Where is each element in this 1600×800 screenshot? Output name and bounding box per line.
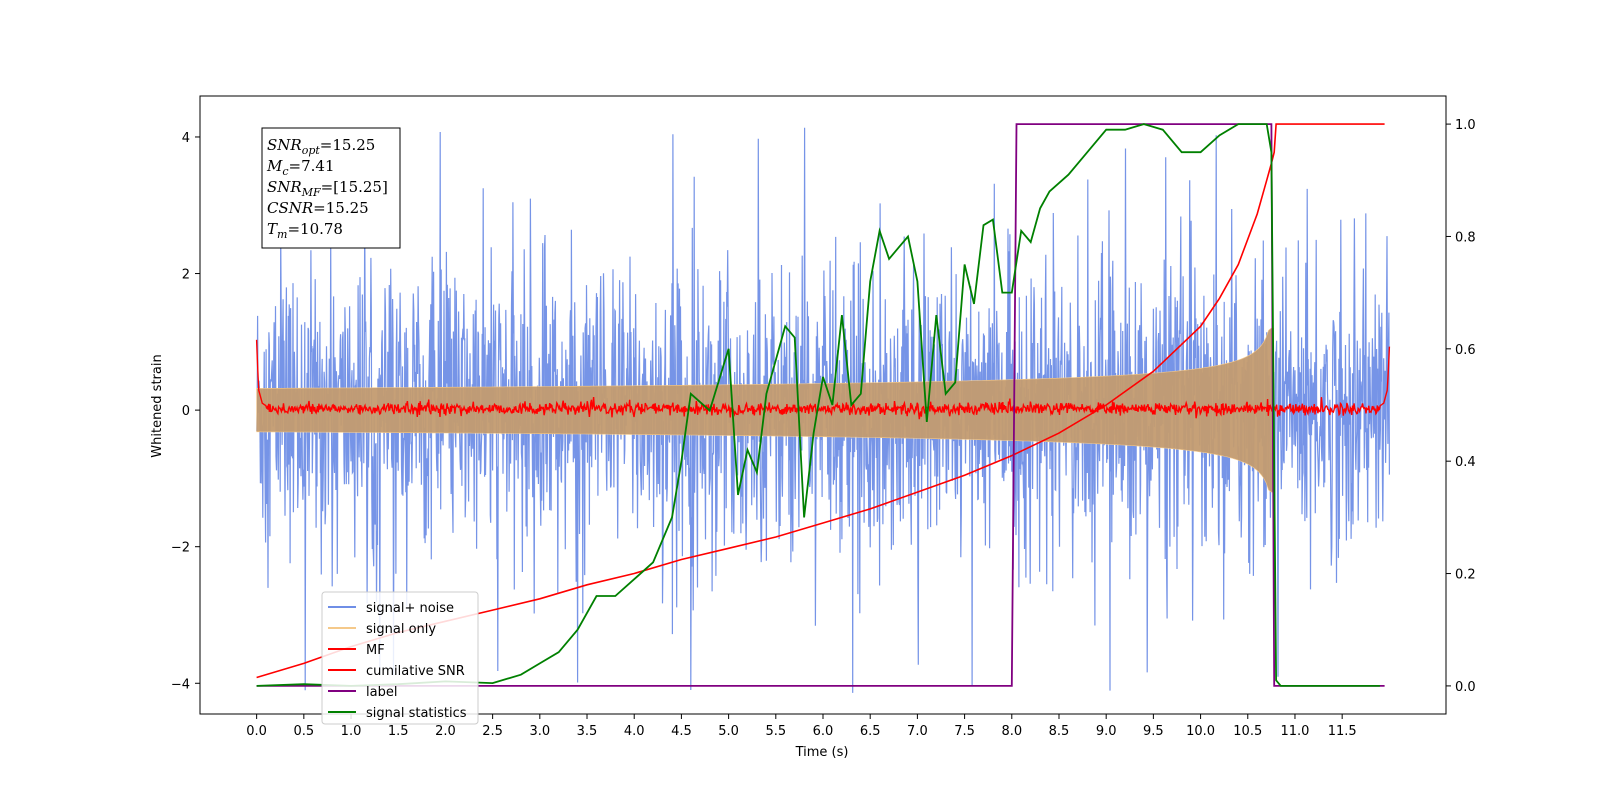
legend-label: signal only: [366, 622, 436, 637]
annotation-symbol: M: [266, 157, 283, 175]
x-tick-label: 2.5: [482, 724, 503, 739]
x-tick-label: 7.0: [907, 724, 928, 739]
legend-label: MF: [366, 643, 385, 658]
x-tick-label: 5.0: [718, 724, 739, 739]
annotation-line: SNRopt=15.25: [267, 136, 375, 157]
annotation-subscript: m: [277, 228, 287, 241]
annotation-subscript: c: [282, 165, 288, 178]
annotation-value: =7.41: [289, 157, 335, 175]
annotation-line: SNRMF=[15.25]: [267, 178, 388, 199]
x-tick-label: 1.0: [341, 724, 362, 739]
annotation-symbol: CSNR: [267, 199, 313, 217]
x-tick-label: 8.5: [1049, 724, 1070, 739]
y-tick-label: 0: [182, 404, 190, 419]
y2-tick-label: 1.0: [1455, 118, 1476, 133]
annotation-symbol: T: [267, 220, 278, 238]
annotation-line: CSNR=15.25: [267, 199, 369, 217]
annotation-value: =10.78: [287, 220, 343, 238]
y-axis-label: Whitened strain: [150, 354, 165, 457]
signal-statistics-line: [256, 123, 1380, 687]
y2-tick-label: 0.2: [1455, 568, 1476, 583]
annotation-subscript: MF: [301, 186, 321, 199]
x-tick-label: 0.5: [293, 724, 314, 739]
y2-tick-label: 0.8: [1455, 230, 1476, 245]
y-tick-label: 4: [182, 131, 190, 146]
y-tick-label: −2: [171, 541, 190, 556]
y-tick-label: −4: [171, 677, 190, 692]
x-tick-label: 8.0: [1001, 724, 1022, 739]
x-tick-label: 5.5: [765, 724, 786, 739]
legend-label: signal statistics: [366, 706, 467, 721]
legend-label: label: [366, 685, 397, 700]
x-tick-label: 0.0: [246, 724, 267, 739]
y2-tick-label: 0.6: [1455, 343, 1476, 358]
y-tick-label: 2: [182, 268, 190, 283]
y-axis-right: 0.0 0.2 0.4 0.6 0.8 1.0: [1446, 118, 1476, 695]
y2-tick-label: 0.4: [1455, 455, 1476, 470]
x-tick-label: 10.5: [1233, 724, 1262, 739]
annotation-line: Tm=10.78: [267, 220, 343, 241]
x-tick-label: 7.5: [954, 724, 975, 739]
x-axis: 0.0 0.5 1.0 1.5 2.0 2.5 3.0 3.5 4.0 4.5 5.0 5.5 6.0 6…: [246, 714, 1357, 739]
y-axis-left: −4 −2 0 2 4: [171, 131, 200, 692]
annotation-symbol: SNR: [267, 178, 302, 196]
x-tick-label: 1.5: [388, 724, 409, 739]
plot-area: [255, 123, 1391, 693]
x-tick-label: 6.0: [813, 724, 834, 739]
x-tick-label: 3.5: [577, 724, 598, 739]
legend-label: signal+ noise: [366, 601, 454, 616]
annotation-value: =15.25: [320, 136, 376, 154]
x-tick-label: 10.0: [1186, 724, 1215, 739]
x-tick-label: 4.5: [671, 724, 692, 739]
x-axis-label: Time (s): [795, 745, 849, 760]
annotation-symbol: SNR: [267, 136, 302, 154]
x-tick-label: 11.5: [1328, 724, 1357, 739]
annotation-value: =[15.25]: [321, 178, 388, 196]
legend-label: cumilative SNR: [366, 664, 465, 679]
annotation-box: SNRopt=15.25Mc=7.41SNRMF=[15.25]CSNR=15.…: [261, 127, 401, 249]
x-tick-label: 4.0: [624, 724, 645, 739]
x-tick-label: 2.0: [435, 724, 456, 739]
annotation-value: =15.25: [313, 199, 369, 217]
x-tick-label: 11.0: [1280, 724, 1309, 739]
x-tick-label: 9.5: [1143, 724, 1164, 739]
annotation-line: Mc=7.41: [266, 157, 335, 178]
x-tick-label: 3.0: [529, 724, 550, 739]
x-tick-label: 6.5: [860, 724, 881, 739]
y2-tick-label: 0.0: [1455, 680, 1476, 695]
mf-line: [255, 339, 1391, 420]
x-tick-label: 9.0: [1096, 724, 1117, 739]
legend: signal+ noise signal only MF cumilative SNR…: [321, 591, 479, 725]
annotation-subscript: opt: [302, 144, 321, 157]
